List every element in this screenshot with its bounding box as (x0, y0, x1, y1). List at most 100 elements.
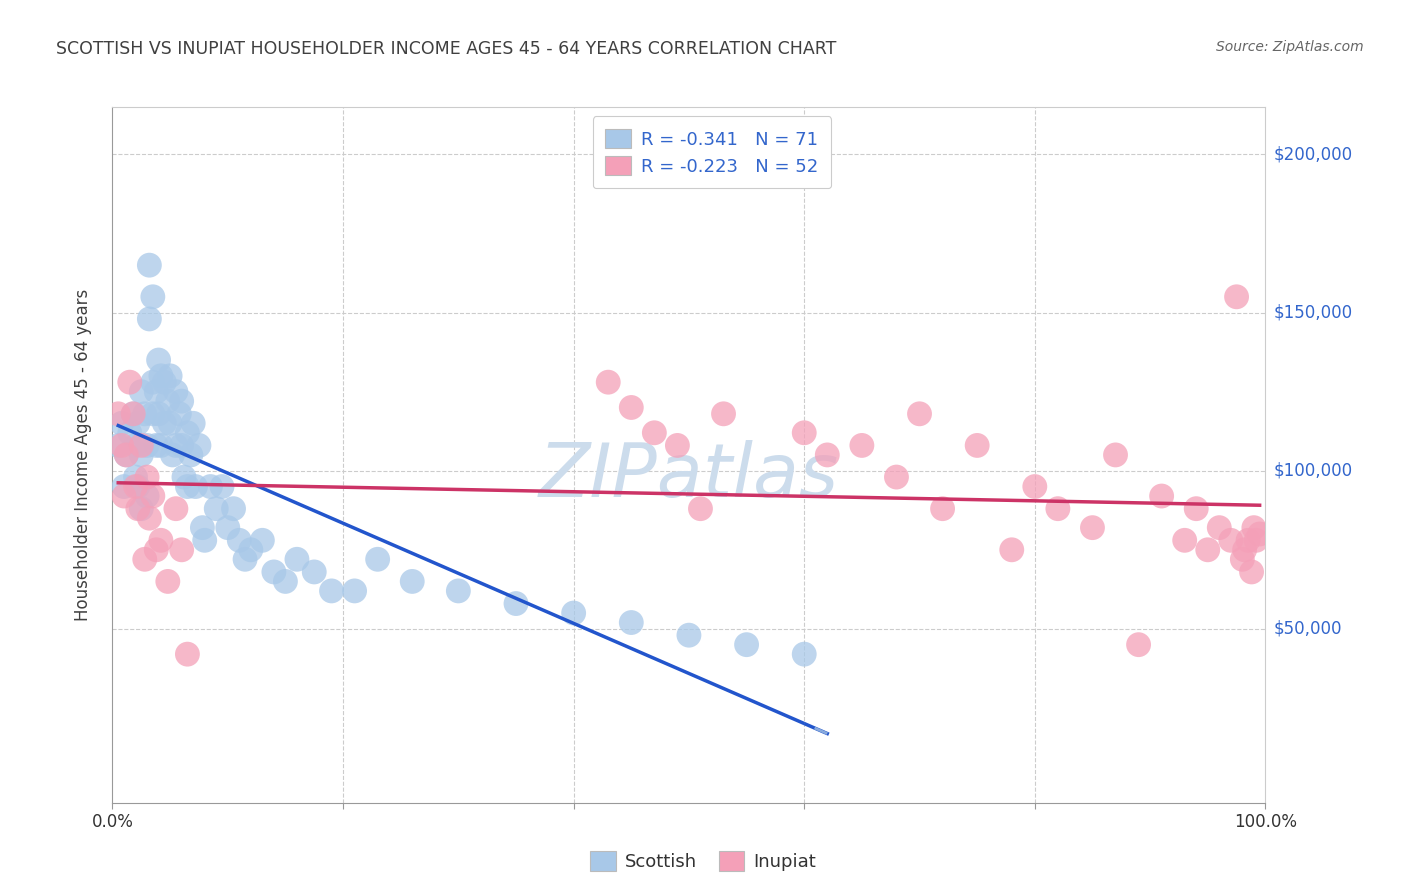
Point (1219, 533, 1241, 548)
Point (145, 542, 167, 557)
Point (176, 479, 198, 493)
Point (194, 533, 217, 548)
Point (145, 384, 167, 399)
Point (165, 501, 187, 516)
Point (689, 501, 711, 516)
Text: $50,000: $50,000 (1274, 620, 1343, 638)
Point (136, 438, 159, 452)
Point (886, 470, 908, 484)
Point (142, 290, 165, 304)
Point (793, 425, 815, 440)
Point (1024, 479, 1046, 493)
Point (643, 425, 665, 440)
Point (304, 565, 326, 579)
Point (678, 628, 700, 642)
Point (252, 533, 274, 548)
Point (127, 479, 149, 493)
Point (149, 368, 172, 383)
Point (165, 384, 187, 399)
Point (134, 407, 156, 421)
Point (176, 425, 198, 440)
Point (1240, 565, 1263, 579)
Point (176, 647, 198, 661)
Point (1128, 638, 1150, 652)
Point (180, 448, 202, 462)
Point (1244, 533, 1267, 548)
Point (153, 417, 176, 431)
Point (159, 368, 181, 383)
Point (1150, 489, 1173, 503)
Point (367, 552, 389, 566)
Point (138, 258, 160, 272)
Point (205, 501, 228, 516)
Point (162, 448, 184, 462)
Point (1104, 448, 1126, 462)
Point (191, 521, 214, 535)
Point (620, 401, 643, 415)
Point (127, 417, 149, 431)
Point (156, 574, 179, 589)
Point (111, 417, 134, 431)
Point (122, 407, 145, 421)
Point (228, 533, 250, 548)
Point (169, 407, 191, 421)
Point (211, 479, 233, 493)
Point (1081, 521, 1104, 535)
Point (138, 312, 160, 326)
Point (620, 615, 643, 630)
Point (321, 583, 343, 598)
Point (118, 375, 141, 389)
Point (136, 470, 159, 484)
Point (129, 501, 153, 516)
Point (136, 489, 159, 503)
Point (1208, 521, 1230, 535)
Point (401, 574, 423, 589)
Point (263, 565, 285, 579)
Point (112, 489, 135, 503)
Point (666, 438, 689, 452)
Point (181, 417, 204, 431)
Point (447, 583, 470, 598)
Point (222, 501, 245, 516)
Point (142, 407, 165, 421)
Point (107, 407, 129, 421)
Point (142, 375, 165, 389)
Point (713, 407, 735, 421)
Point (107, 438, 129, 452)
Point (908, 407, 931, 421)
Point (562, 606, 585, 620)
Legend: Scottish, Inupiat: Scottish, Inupiat (583, 844, 823, 879)
Point (1233, 542, 1256, 557)
Point (118, 425, 141, 440)
Point (170, 542, 193, 557)
Point (129, 438, 153, 452)
Point (153, 375, 176, 389)
Point (966, 438, 988, 452)
Point (170, 394, 193, 409)
Text: ZIPatlas: ZIPatlas (538, 440, 839, 512)
Point (505, 597, 527, 611)
Point (138, 511, 160, 525)
Point (1174, 533, 1197, 548)
Point (1185, 501, 1208, 516)
Point (111, 438, 134, 452)
Point (173, 470, 195, 484)
Point (124, 438, 146, 452)
Point (184, 479, 207, 493)
Point (129, 448, 153, 462)
Point (1225, 290, 1247, 304)
Text: $200,000: $200,000 (1274, 145, 1353, 163)
Point (598, 375, 620, 389)
Point (1197, 542, 1219, 557)
Point (129, 384, 153, 399)
Point (1232, 552, 1254, 566)
Point (170, 438, 193, 452)
Point (1237, 533, 1260, 548)
Point (931, 501, 953, 516)
Point (142, 489, 165, 503)
Point (122, 407, 145, 421)
Point (159, 417, 181, 431)
Text: SCOTTISH VS INUPIAT HOUSEHOLDER INCOME AGES 45 - 64 YEARS CORRELATION CHART: SCOTTISH VS INUPIAT HOUSEHOLDER INCOME A… (56, 40, 837, 58)
Point (149, 438, 172, 452)
Point (148, 407, 170, 421)
